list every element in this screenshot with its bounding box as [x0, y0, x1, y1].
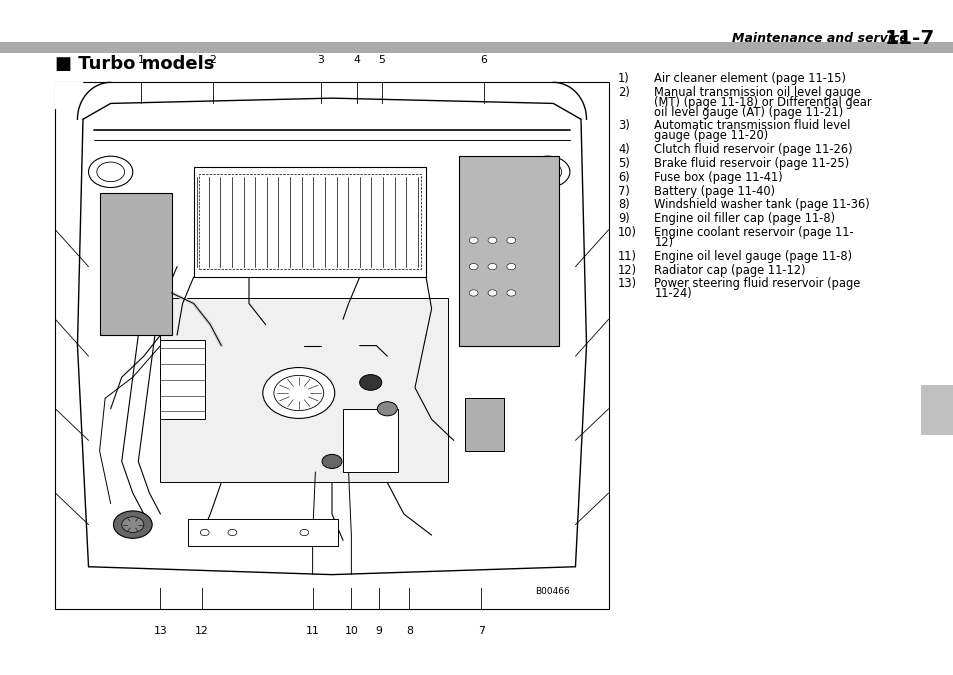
Circle shape [200, 529, 209, 536]
Text: 11: 11 [305, 626, 319, 636]
Circle shape [506, 263, 516, 270]
Text: 4): 4) [618, 143, 629, 156]
Circle shape [228, 529, 236, 536]
Text: 13): 13) [618, 277, 637, 290]
Circle shape [274, 375, 323, 410]
Bar [193, 167, 426, 277]
Text: 9): 9) [618, 212, 629, 225]
Bar [199, 174, 420, 269]
Text: Windshield washer tank (page 11-36): Windshield washer tank (page 11-36) [654, 198, 869, 211]
Circle shape [488, 290, 497, 296]
Text: Manual transmission oil level gauge: Manual transmission oil level gauge [654, 86, 861, 99]
Circle shape [469, 237, 477, 244]
Bar [99, 193, 172, 335]
Bar [0, 42, 953, 53]
Bar [464, 398, 503, 451]
Text: 2): 2) [618, 86, 629, 99]
Text: 13: 13 [153, 626, 167, 636]
Bar [188, 519, 337, 545]
Circle shape [359, 375, 381, 390]
Text: Air cleaner element (page 11-15): Air cleaner element (page 11-15) [654, 72, 845, 85]
Circle shape [96, 162, 124, 182]
Circle shape [488, 237, 497, 244]
Text: 1): 1) [618, 72, 629, 85]
Bar [160, 340, 205, 419]
Text: ■ Turbo models: ■ Turbo models [55, 55, 214, 73]
Text: 12): 12) [618, 263, 637, 277]
Text: (MT) (page 11-18) or Differential gear: (MT) (page 11-18) or Differential gear [654, 96, 871, 109]
Text: Fuse box (page 11-41): Fuse box (page 11-41) [654, 171, 782, 184]
Text: Battery (page 11-40): Battery (page 11-40) [654, 184, 775, 198]
Circle shape [262, 367, 335, 418]
Bar [920, 385, 953, 435]
Text: Engine coolant reservoir (page 11-: Engine coolant reservoir (page 11- [654, 226, 853, 239]
Text: 12: 12 [194, 626, 209, 636]
Text: 8: 8 [406, 626, 413, 636]
Text: 6: 6 [480, 55, 487, 65]
Bar [458, 156, 558, 346]
Text: Brake fluid reservoir (page 11-25): Brake fluid reservoir (page 11-25) [654, 157, 849, 170]
Circle shape [506, 290, 516, 296]
Circle shape [122, 517, 144, 533]
Text: Clutch fluid reservoir (page 11-26): Clutch fluid reservoir (page 11-26) [654, 143, 852, 156]
Bar [343, 409, 398, 472]
Text: 1: 1 [137, 55, 145, 65]
Text: 2: 2 [210, 55, 216, 65]
Text: 11-24): 11-24) [654, 287, 692, 300]
Text: 3: 3 [317, 55, 324, 65]
Text: 7): 7) [618, 184, 629, 198]
Text: 6): 6) [618, 171, 629, 184]
Text: 9: 9 [375, 626, 382, 636]
Text: 11): 11) [618, 250, 637, 263]
Circle shape [299, 529, 309, 536]
Text: 12): 12) [654, 236, 673, 249]
Text: 3): 3) [618, 119, 629, 132]
Text: 11-7: 11-7 [883, 29, 934, 48]
Polygon shape [55, 82, 83, 109]
Circle shape [506, 237, 516, 244]
Text: Engine oil level gauge (page 11-8): Engine oil level gauge (page 11-8) [654, 250, 852, 263]
Text: B00466: B00466 [535, 587, 569, 596]
Circle shape [469, 263, 477, 270]
Text: Radiator cap (page 11-12): Radiator cap (page 11-12) [654, 263, 805, 277]
Circle shape [488, 263, 497, 270]
Circle shape [469, 290, 477, 296]
Circle shape [113, 511, 152, 539]
Text: oil level gauge (AT) (page 11-21): oil level gauge (AT) (page 11-21) [654, 105, 842, 119]
Text: 8): 8) [618, 198, 629, 211]
Text: gauge (page 11-20): gauge (page 11-20) [654, 129, 768, 142]
Text: 7: 7 [477, 626, 484, 636]
Text: 10): 10) [618, 226, 637, 239]
Text: Engine oil filler cap (page 11-8): Engine oil filler cap (page 11-8) [654, 212, 835, 225]
Circle shape [322, 454, 341, 468]
Text: 5: 5 [378, 55, 385, 65]
Circle shape [525, 156, 569, 188]
Circle shape [89, 156, 132, 188]
Text: Automatic transmission fluid level: Automatic transmission fluid level [654, 119, 850, 132]
Text: 10: 10 [344, 626, 358, 636]
Bar [55, 82, 608, 609]
Text: 5): 5) [618, 157, 629, 170]
Text: Maintenance and service: Maintenance and service [732, 32, 907, 45]
Circle shape [534, 162, 561, 182]
Text: Power steering fluid reservoir (page: Power steering fluid reservoir (page [654, 277, 860, 290]
Circle shape [377, 402, 396, 416]
Text: 4: 4 [353, 55, 360, 65]
Bar [160, 298, 448, 483]
